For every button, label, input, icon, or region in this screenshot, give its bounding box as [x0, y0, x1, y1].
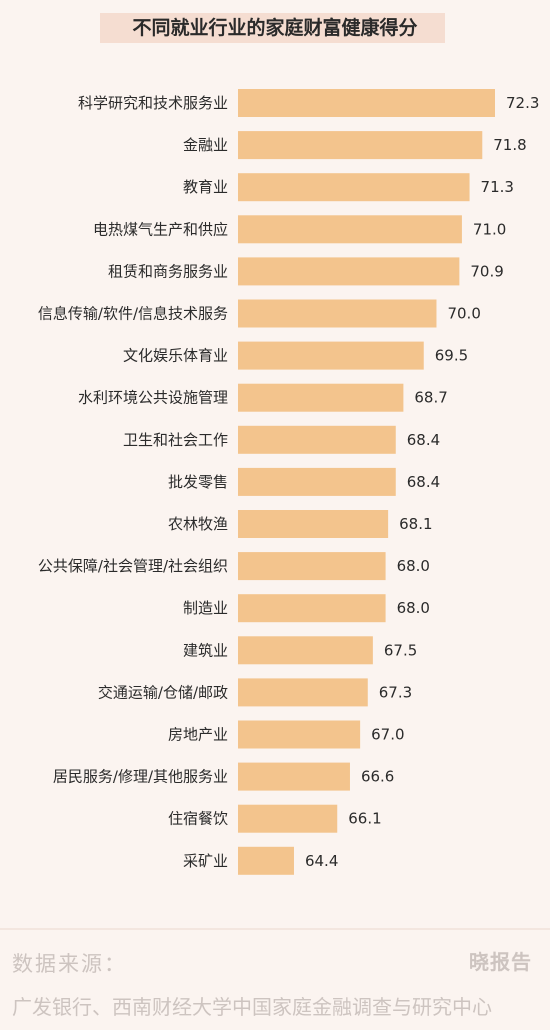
bar-10 — [238, 467, 396, 496]
footer-divider — [0, 928, 550, 930]
bar-18 — [238, 804, 338, 833]
value-label: 70.0 — [447, 305, 480, 323]
value-label: 70.9 — [470, 262, 503, 280]
category-label: 科学研究和技术服务业 — [78, 94, 228, 112]
bar-4 — [238, 215, 462, 244]
category-label: 批发零售 — [168, 473, 228, 491]
category-label: 水利环境公共设施管理 — [78, 389, 228, 407]
source-label: 数据来源： — [12, 952, 127, 976]
category-label: 卫生和社会工作 — [123, 431, 228, 449]
value-label: 71.0 — [473, 220, 506, 238]
value-label: 66.1 — [348, 810, 381, 828]
category-label: 信息传输/软件/信息技术服务 — [38, 305, 228, 323]
category-label: 交通运输/仓储/邮政 — [98, 683, 228, 701]
value-label: 71.3 — [481, 178, 514, 196]
category-label: 建筑业 — [183, 641, 228, 659]
value-label: 67.0 — [371, 726, 404, 744]
bar-3 — [238, 173, 470, 202]
category-label: 制造业 — [183, 599, 228, 617]
category-label: 农林牧渔 — [168, 515, 228, 533]
bar-13 — [238, 594, 386, 623]
brand-logo: 晓报告 — [469, 950, 532, 974]
value-label: 64.4 — [305, 852, 338, 870]
value-label: 67.5 — [384, 641, 417, 659]
category-label: 电热煤气生产和供应 — [93, 220, 228, 238]
bar-6 — [238, 299, 437, 328]
category-label: 住宿餐饮 — [168, 810, 228, 828]
bar-chart: 科学研究和技术服务业 72.3 金融业 71.8 教育业 71.3 电热煤气生产和供应 71.… — [38, 89, 539, 875]
value-label: 68.4 — [407, 431, 440, 449]
category-label: 教育业 — [183, 178, 228, 196]
value-label: 67.3 — [379, 683, 412, 701]
bar-8 — [238, 383, 404, 412]
bar-19 — [238, 846, 294, 875]
category-label: 采矿业 — [183, 852, 228, 870]
value-label: 68.7 — [414, 389, 447, 407]
value-label: 66.6 — [361, 768, 394, 786]
title-highlight — [100, 13, 445, 43]
category-label: 房地产业 — [168, 726, 228, 744]
bar-5 — [238, 257, 460, 286]
category-label: 居民服务/修理/其他服务业 — [53, 768, 228, 786]
category-label: 金融业 — [183, 136, 228, 154]
value-label: 68.0 — [397, 557, 430, 575]
chart-title: 不同就业行业的家庭财富健康得分 — [132, 17, 418, 39]
value-label: 71.8 — [493, 136, 526, 154]
value-label: 68.4 — [407, 473, 440, 491]
bar-17 — [238, 762, 350, 791]
category-label: 文化娱乐体育业 — [123, 347, 228, 365]
bar-14 — [238, 636, 373, 665]
bar-15 — [238, 678, 368, 707]
bar-7 — [238, 341, 424, 370]
bar-16 — [238, 720, 361, 749]
value-label: 68.1 — [399, 515, 432, 533]
bar-1 — [238, 89, 495, 117]
category-label: 公共保障/社会管理/社会组织 — [38, 557, 228, 575]
value-label: 72.3 — [506, 94, 539, 112]
value-label: 68.0 — [397, 599, 430, 617]
bar-9 — [238, 425, 396, 454]
source-text: 广发银行、西南财经大学中国家庭金融调查与研究中心 — [12, 995, 492, 1019]
value-label: 69.5 — [435, 347, 468, 365]
category-label: 租赁和商务服务业 — [108, 262, 228, 280]
bar-11 — [238, 510, 389, 538]
bar-12 — [238, 552, 386, 581]
bar-2 — [238, 131, 483, 160]
